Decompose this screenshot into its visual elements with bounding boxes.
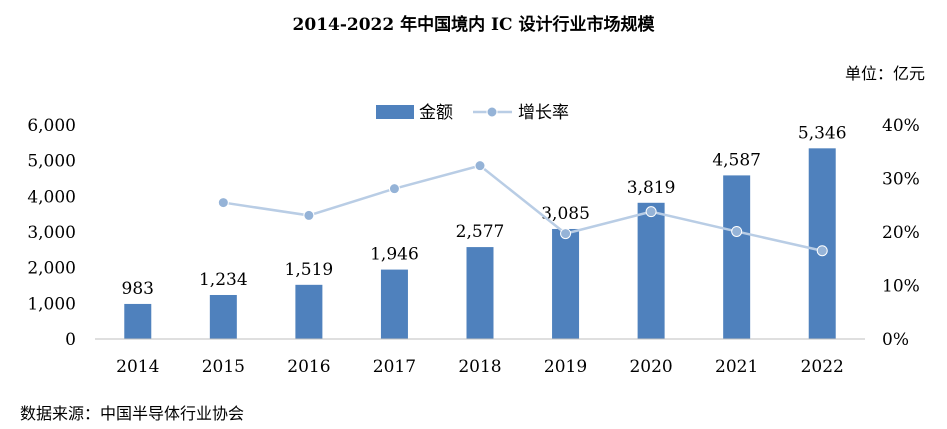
right-tick-label: 10%	[882, 277, 920, 297]
x-axis-ticks: 2014 2015 2016 2017 2018 2019 2020 2021 2022	[116, 357, 844, 377]
legend-bar-swatch	[376, 105, 414, 119]
x-tick-label: 2020	[629, 357, 672, 377]
x-tick-label: 2018	[458, 357, 501, 377]
bar	[808, 148, 836, 339]
right-tick-label: 30%	[882, 170, 920, 190]
left-tick-label: 1,000	[27, 294, 76, 314]
growth-rate-line	[223, 164, 823, 252]
bar-value-label: 1,946	[370, 245, 419, 265]
right-tick-label: 20%	[882, 223, 920, 243]
x-tick-label: 2019	[544, 357, 587, 377]
unit-label: 单位：亿元	[844, 64, 925, 83]
x-tick-label: 2021	[715, 357, 758, 377]
bar-value-label: 4,587	[712, 150, 761, 170]
growth-rate-point	[217, 197, 229, 209]
bar-value-label: 5,346	[798, 123, 847, 143]
left-tick-label: 3,000	[27, 223, 76, 243]
bar-series: 983 1,234 1,519 1,946 2,577 3,085 3,819 4,587 5,…	[122, 123, 847, 339]
right-tick-label: 40%	[882, 116, 920, 136]
growth-rate-point	[645, 206, 657, 218]
bar-value-label: 1,234	[199, 270, 248, 290]
x-tick-label: 2016	[287, 357, 330, 377]
bar	[124, 303, 152, 339]
left-axis-ticks: 0 1,000 2,000 3,000 4,000 5,000 6,000	[27, 116, 76, 350]
left-tick-label: 5,000	[27, 152, 76, 172]
growth-rate-point	[303, 209, 315, 221]
bar	[637, 202, 665, 339]
x-tick-label: 2022	[801, 357, 844, 377]
growth-rate-point	[474, 160, 486, 172]
bar-value-label: 983	[122, 279, 154, 299]
growth-rate-point	[816, 245, 828, 257]
left-tick-label: 6,000	[27, 116, 76, 136]
x-tick-label: 2014	[116, 357, 159, 377]
right-axis-ticks: 0% 10% 20% 30% 40%	[882, 116, 920, 350]
bar	[295, 284, 323, 339]
legend: 金额 增长率	[376, 103, 569, 123]
bar	[552, 228, 580, 339]
growth-rate-point	[388, 183, 400, 195]
left-tick-label: 2,000	[27, 259, 76, 279]
left-tick-label: 4,000	[27, 187, 76, 207]
bar-value-label: 2,577	[456, 222, 505, 242]
legend-line-marker	[486, 106, 498, 118]
bar	[466, 247, 494, 339]
bar-value-label: 3,819	[627, 178, 676, 198]
bar	[380, 269, 408, 339]
bar-value-label: 3,085	[541, 204, 590, 224]
chart-title: 2014-2022 年中国境内 IC 设计行业市场规模	[292, 15, 655, 35]
bar	[209, 294, 237, 339]
bar-value-label: 1,519	[285, 260, 334, 280]
left-tick-label: 0	[65, 330, 76, 350]
growth-rate-point	[731, 225, 743, 237]
x-tick-label: 2017	[373, 357, 416, 377]
legend-bar-label: 金额	[419, 103, 453, 123]
growth-rate-point	[560, 228, 572, 240]
source-note: 数据来源：中国半导体行业协会	[20, 404, 245, 423]
legend-line-label: 增长率	[518, 103, 569, 123]
bar	[723, 175, 751, 339]
line-series	[217, 160, 828, 257]
right-tick-label: 0%	[882, 330, 909, 350]
x-tick-label: 2015	[202, 357, 245, 377]
